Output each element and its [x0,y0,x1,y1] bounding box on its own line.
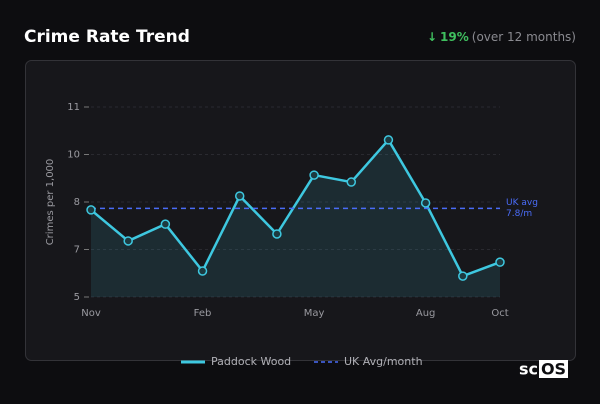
area [91,139,500,297]
x-tick-label: Nov [81,308,101,319]
x-tick-label: Oct [491,308,508,319]
point [234,191,245,201]
y-tick-label: 5 [74,292,80,303]
legend-label: UK Avg/month [344,355,423,368]
title: Crime Rate Trend [24,27,190,47]
point [123,236,133,246]
y-tick-label: 7 [74,245,80,256]
point [272,229,282,239]
watermark-box [539,360,568,378]
line [90,138,501,278]
point [309,170,319,180]
point [86,205,96,215]
x-tick-label: Aug [416,308,436,319]
watermark-a: sc [519,360,538,379]
point [160,219,171,229]
point [420,198,431,208]
point [346,177,357,187]
reference-label: UK avg [506,198,538,208]
point [383,135,394,145]
point [495,257,505,267]
y-tick-label: 10 [67,150,80,161]
watermark-b: OS [541,360,566,379]
y-tick-label: 8 [74,197,80,208]
change-value: 19% [440,30,469,44]
change-arrow: ↓ [427,30,437,44]
legend-label: Paddock Wood [211,355,291,368]
y-tick-label: 11 [67,102,80,113]
y-axis-label: Crimes per 1,000 [45,159,56,246]
change-note: (over 12 months) [472,30,576,44]
point [197,266,208,276]
change: ↓ 19% (over 12 months) [427,30,576,44]
point [458,271,468,281]
reference-label: 7.8/m [506,209,532,219]
x-tick-label: Feb [194,308,212,319]
panel [25,60,576,361]
x-tick-label: May [304,308,325,319]
